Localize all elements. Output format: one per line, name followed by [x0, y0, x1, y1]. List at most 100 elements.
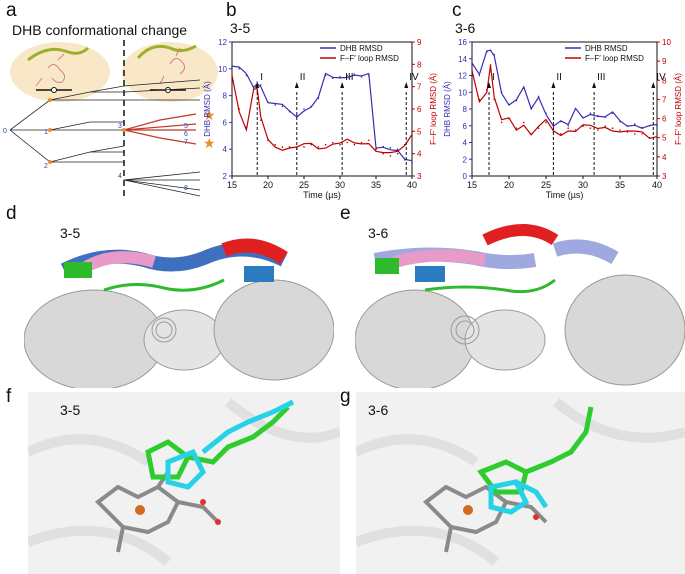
protein-structure-e: [355, 210, 685, 388]
y-right-tick-label: 10: [662, 38, 671, 47]
data-point: [560, 120, 562, 123]
data-point: [523, 121, 525, 124]
data-point: [411, 161, 413, 164]
y-right-tick-label: 4: [662, 153, 667, 162]
panel-a-schematic: ★ ★ 0 1 2 3 4 5 6 7 8: [3, 40, 218, 200]
y-tick-label: 8: [463, 105, 468, 114]
y-right-tick-label: 9: [417, 38, 422, 47]
data-point: [245, 74, 248, 77]
y-tick-label: 6: [223, 118, 228, 127]
panel-a-title: DHB conformational change: [12, 22, 188, 38]
panel-label-g: g: [340, 386, 351, 407]
x-tick-label: 15: [467, 180, 477, 190]
data-point: [332, 141, 334, 144]
data-point: [552, 124, 555, 127]
data-point: [656, 124, 658, 127]
data-point: [389, 155, 392, 157]
data-point: [619, 129, 621, 131]
data-point: [574, 108, 577, 110]
tree-node-1: 1: [44, 129, 48, 136]
data-point: [288, 110, 291, 113]
data-point: [508, 104, 510, 106]
series-line-dhb-rmsd: [231, 65, 413, 162]
y-tick-label: 16: [458, 38, 467, 47]
left-ligand-sketch: [35, 53, 66, 87]
data-point: [567, 127, 569, 129]
y-right-axis-label: F–F′ loop RMSD (Å): [674, 73, 683, 145]
panel-label-e: e: [340, 203, 351, 224]
data-point: [256, 90, 258, 92]
x-tick-label: 25: [541, 180, 551, 190]
panel-label-c: c: [452, 0, 462, 21]
data-point: [411, 130, 413, 133]
data-point: [238, 108, 240, 110]
x-axis-label: Time (µs): [546, 190, 584, 200]
panel-label-a: a: [6, 0, 17, 21]
data-point: [382, 145, 384, 148]
annotation-label: II: [300, 72, 306, 83]
data-point: [641, 133, 643, 135]
y-right-tick-label: 6: [662, 115, 667, 124]
data-point: [267, 101, 269, 104]
data-point: [634, 133, 636, 135]
y-tick-label: 10: [218, 65, 227, 74]
x-tick-label: 40: [407, 180, 417, 190]
data-point: [339, 143, 341, 146]
tree-node-6: 6: [184, 131, 188, 138]
data-point: [626, 124, 629, 127]
data-point: [589, 127, 592, 129]
annotation-label: III: [345, 72, 353, 83]
data-point: [493, 98, 495, 101]
data-point: [486, 89, 488, 91]
tree-node-7: 7: [184, 139, 188, 146]
legend-entry: F–F′ loop RMSD: [585, 54, 644, 63]
data-point: [582, 125, 584, 128]
data-point: [626, 131, 629, 133]
highlighted-branches: [123, 113, 197, 145]
data-point: [324, 74, 327, 77]
data-point: [530, 108, 532, 110]
y-tick-label: 8: [223, 92, 228, 101]
data-point: [489, 49, 492, 52]
annotation-arrow: [651, 82, 656, 88]
trajectory-tree: [9, 85, 201, 197]
ligand-pose-f: [28, 392, 340, 574]
data-point: [471, 62, 473, 64]
data-point: [260, 84, 262, 86]
data-point: [360, 76, 363, 78]
y-right-tick-label: 4: [417, 150, 422, 159]
data-point: [574, 129, 577, 131]
y-tick-label: 12: [218, 38, 227, 47]
y-right-tick-label: 6: [417, 105, 422, 114]
left-helix-trace: [27, 46, 90, 62]
data-point: [353, 143, 356, 146]
panel-label-d: d: [6, 203, 17, 224]
data-point: [523, 87, 525, 89]
y-tick-label: 12: [458, 72, 467, 81]
data-point: [545, 112, 547, 114]
data-point: [317, 97, 320, 100]
data-point: [404, 159, 406, 161]
tree-node-2: 2: [44, 163, 48, 170]
data-point: [353, 73, 356, 75]
data-point: [238, 68, 240, 70]
tree-node-4: 4: [118, 173, 122, 180]
data-point: [245, 126, 248, 128]
data-point: [537, 127, 540, 129]
data-point: [537, 95, 540, 98]
y-right-tick-label: 7: [417, 83, 422, 92]
data-point: [597, 129, 599, 131]
data-point: [611, 112, 614, 114]
data-point: [231, 74, 233, 77]
data-point: [382, 152, 384, 155]
data-point: [252, 86, 255, 89]
data-point: [281, 105, 284, 108]
y-right-tick-label: 5: [417, 127, 422, 136]
legend-entry: F–F′ loop RMSD: [340, 54, 399, 63]
data-point: [389, 147, 392, 149]
x-tick-label: 35: [615, 180, 625, 190]
y-tick-label: 10: [458, 88, 467, 97]
panel-c-title: 3-6: [455, 20, 476, 36]
data-point: [396, 152, 399, 155]
chart-b: 15 20 25 30 35 40 2 4 6 8 10 12 3 4 5 6 7 8 9 Time (µs) DHB …: [203, 38, 438, 200]
